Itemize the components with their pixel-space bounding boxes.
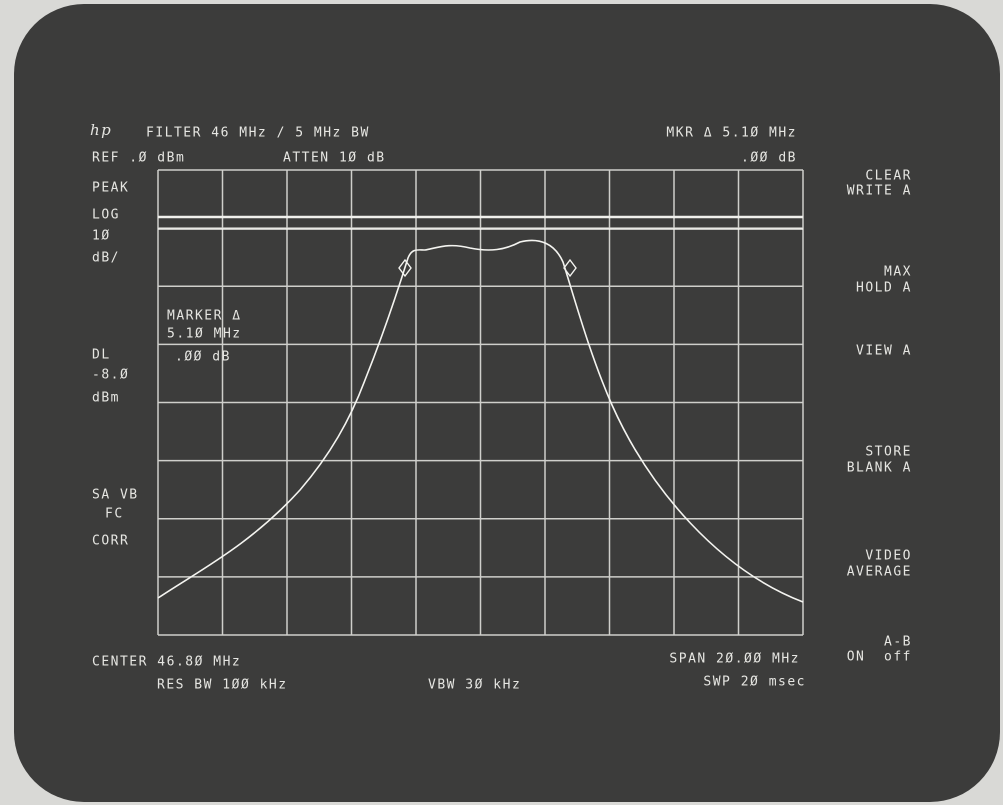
- left-label: CORR: [92, 534, 129, 549]
- softkey: VIDEO: [865, 549, 912, 564]
- marker-note: MARKER Δ: [167, 309, 242, 324]
- softkey: STORE: [865, 445, 912, 460]
- left-label: FC: [105, 507, 124, 522]
- left-label: PEAK: [92, 181, 129, 196]
- left-label: SA VB: [92, 488, 139, 503]
- sweep-time: SWP 2Ø msec: [703, 675, 806, 690]
- span: SPAN 2Ø.ØØ MHz: [669, 652, 800, 667]
- softkey: MAX: [884, 265, 912, 280]
- softkey: A-B: [884, 635, 912, 650]
- softkey: CLEAR: [865, 169, 912, 184]
- analyzer-screen: hp FILTER 46 MHz / 5 MHz BW MKR Δ 5.1Ø M…: [0, 0, 1003, 805]
- left-label: -8.Ø: [92, 368, 129, 383]
- softkey: WRITE A: [847, 184, 912, 199]
- left-label: dBm: [92, 391, 120, 406]
- softkey: BLANK A: [847, 461, 912, 476]
- ref-level: REF .Ø dBm: [92, 151, 185, 166]
- marker-level: .ØØ dB: [741, 151, 797, 166]
- filter-label: FILTER 46 MHz / 5 MHz BW: [146, 126, 370, 141]
- softkey: VIEW A: [856, 344, 912, 359]
- center-frequency: CENTER 46.8Ø MHz: [92, 655, 241, 670]
- left-label: 1Ø: [92, 229, 111, 244]
- marker-note: .ØØ dB: [175, 350, 231, 365]
- softkey: AVERAGE: [847, 565, 912, 580]
- logo: hp: [90, 121, 112, 139]
- vbw: VBW 3Ø kHz: [428, 678, 521, 693]
- marker-readout: MKR Δ 5.1Ø MHz: [666, 126, 797, 141]
- attenuation: ATTEN 1Ø dB: [283, 151, 386, 166]
- softkey: ON off: [847, 650, 912, 665]
- res-bw: RES BW 1ØØ kHz: [157, 678, 288, 693]
- softkey: HOLD A: [856, 281, 912, 296]
- marker-note: 5.1Ø MHz: [167, 327, 242, 342]
- page: hp FILTER 46 MHz / 5 MHz BW MKR Δ 5.1Ø M…: [0, 0, 1003, 805]
- left-label: dB/: [92, 251, 120, 266]
- left-label: DL: [92, 348, 111, 363]
- left-label: LOG: [92, 208, 120, 223]
